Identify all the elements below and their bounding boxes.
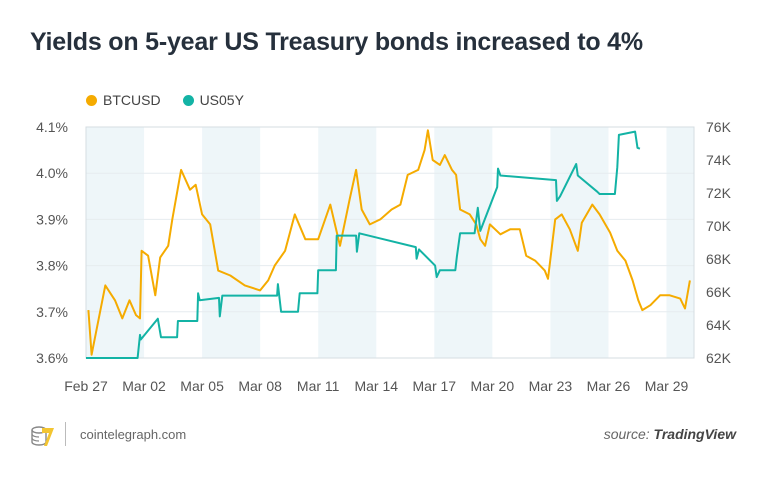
x-tick-label: Mar 11 bbox=[297, 378, 340, 394]
legend-label: BTCUSD bbox=[103, 92, 161, 108]
y-left-tick-label: 4.0% bbox=[36, 165, 68, 181]
x-tick-label: Mar 14 bbox=[354, 378, 398, 394]
x-tick-label: Mar 23 bbox=[529, 378, 573, 394]
legend-label: US05Y bbox=[199, 92, 244, 108]
background-band bbox=[86, 127, 145, 358]
legend-item-btcusd[interactable]: BTCUSD bbox=[86, 92, 161, 108]
x-tick-label: Mar 05 bbox=[180, 378, 224, 394]
y-left-tick-label: 3.6% bbox=[36, 350, 68, 366]
x-tick-label: Mar 20 bbox=[471, 378, 515, 394]
footer-divider bbox=[65, 422, 66, 446]
y-right-tick-label: 66K bbox=[706, 284, 732, 300]
chart-title: Yields on 5-year US Treasury bonds incre… bbox=[30, 28, 643, 56]
y-right-tick-label: 74K bbox=[706, 152, 732, 168]
source-name: TradingView bbox=[653, 426, 736, 442]
x-tick-label: Mar 08 bbox=[238, 378, 282, 394]
legend: BTCUSD US05Y bbox=[86, 92, 244, 108]
y-left-tick-label: 3.7% bbox=[36, 304, 68, 320]
x-tick-label: Mar 17 bbox=[413, 378, 457, 394]
legend-item-us05y[interactable]: US05Y bbox=[182, 92, 244, 108]
y-right-tick-label: 70K bbox=[706, 218, 732, 234]
legend-dot-icon bbox=[182, 94, 194, 106]
footer-source: source: TradingView bbox=[604, 426, 736, 442]
footer-site[interactable]: cointelegraph.com bbox=[80, 427, 187, 442]
background-band bbox=[318, 127, 377, 358]
y-right-tick-label: 72K bbox=[706, 185, 732, 201]
y-left-tick-label: 3.9% bbox=[36, 211, 68, 227]
series-line-btcusd bbox=[87, 129, 691, 356]
plot-frame bbox=[85, 126, 695, 359]
series-line-us05y bbox=[86, 130, 641, 359]
background-band bbox=[202, 127, 261, 358]
x-tick-label: Mar 29 bbox=[645, 378, 689, 394]
legend-dot-icon bbox=[86, 94, 97, 106]
y-left-tick-label: 3.8% bbox=[36, 258, 68, 274]
y-right-tick-label: 68K bbox=[706, 251, 732, 267]
y-right-tick-label: 64K bbox=[706, 317, 732, 333]
x-tick-label: Mar 02 bbox=[122, 378, 166, 394]
y-right-tick-label: 62K bbox=[706, 350, 732, 366]
x-tick-label: Feb 27 bbox=[64, 378, 108, 394]
cointelegraph-logo-icon bbox=[31, 426, 54, 446]
source-prefix: source: bbox=[603, 426, 650, 442]
x-tick-label: Mar 26 bbox=[587, 378, 631, 394]
y-left-tick-label: 4.1% bbox=[36, 119, 68, 135]
background-band bbox=[666, 127, 694, 358]
y-right-tick-label: 76K bbox=[706, 119, 732, 135]
